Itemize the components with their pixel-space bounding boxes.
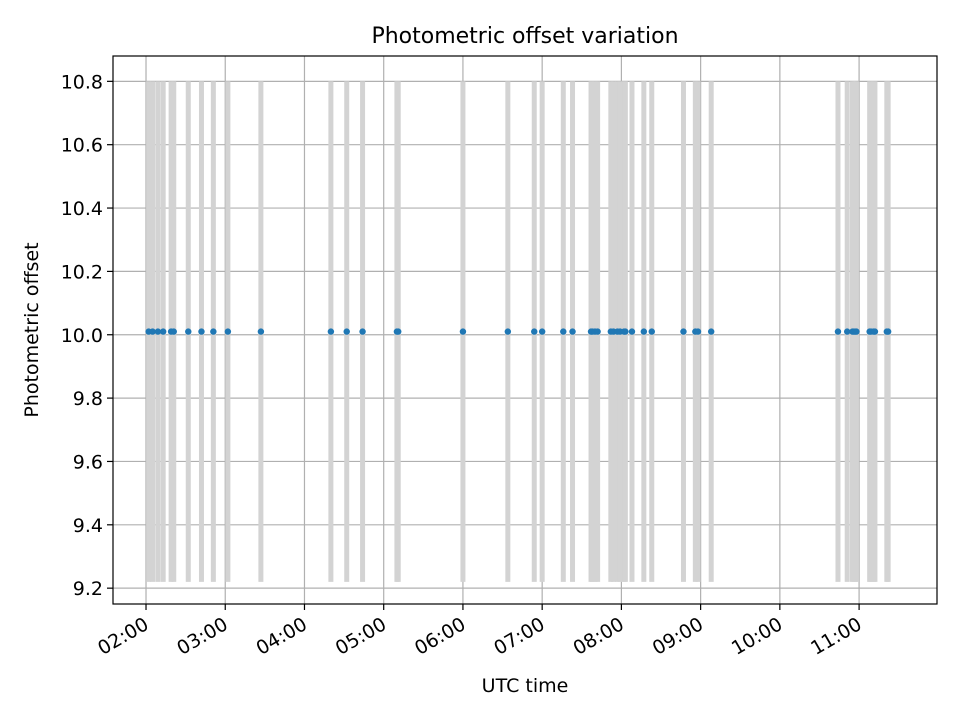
y-tick-label: 10.6: [61, 135, 103, 157]
data-point: [531, 328, 538, 335]
data-point: [640, 328, 648, 335]
data-point: [853, 328, 860, 335]
data-point: [395, 328, 402, 335]
x-tick-label: 06:00: [411, 613, 469, 659]
y-tick-label: 10.2: [61, 261, 103, 283]
data-point: [707, 328, 715, 335]
data-point: [224, 328, 232, 335]
data-point: [459, 328, 467, 335]
data-point: [327, 328, 335, 335]
data-point: [622, 328, 629, 335]
data-point: [680, 328, 687, 335]
x-tick-label: 11:00: [807, 613, 865, 659]
data-point: [884, 328, 892, 335]
y-tick-label: 9.4: [73, 515, 103, 537]
y-tick-label: 9.8: [73, 388, 103, 410]
data-point: [871, 328, 879, 335]
data-point: [170, 328, 177, 335]
data-point: [628, 328, 636, 335]
x-axis-ticks: 02:00 03:00 04:00 05:00 06:00 07:00 08:00 09:00…: [94, 604, 866, 660]
x-tick-label: 03:00: [173, 613, 231, 659]
data-point: [210, 328, 217, 335]
data-point: [257, 328, 265, 335]
y-tick-label: 10.0: [61, 325, 103, 347]
data-point: [343, 328, 350, 335]
data-point: [504, 328, 512, 335]
y-tick-label: 9.6: [73, 451, 103, 473]
x-tick-label: 07:00: [490, 613, 548, 659]
plot-frame: [112, 55, 938, 605]
data-point: [694, 328, 702, 335]
x-tick-label: 08:00: [569, 613, 627, 659]
x-tick-label: 09:00: [649, 613, 707, 659]
data-point: [844, 328, 851, 335]
x-tick-label: 05:00: [332, 613, 390, 659]
x-tick-label: 10:00: [728, 613, 786, 659]
y-tick-label: 10.4: [61, 198, 103, 220]
chart-title: Photometric offset variation: [371, 24, 678, 49]
y-tick-label: 9.2: [73, 578, 103, 600]
data-point: [159, 328, 167, 335]
grid-lines: [113, 56, 937, 604]
y-tick-label: 10.8: [61, 71, 103, 93]
data-point: [185, 328, 192, 335]
data-point: [154, 328, 162, 335]
data-point: [560, 328, 567, 335]
y-axis-label: Photometric offset: [21, 242, 43, 417]
data-point: [149, 328, 156, 335]
data-point: [198, 328, 205, 335]
data-point: [648, 328, 655, 335]
data-point: [538, 328, 546, 335]
data-point: [569, 328, 576, 335]
data-point: [594, 328, 601, 335]
x-tick-label: 02:00: [94, 613, 152, 659]
data-point: [834, 328, 842, 335]
data-points: [145, 328, 892, 335]
y-axis-ticks: 9.2 9.4 9.6 9.8 10.0 10.2 10.4 10.6 10.8: [61, 71, 113, 600]
x-axis-label: UTC time: [482, 675, 569, 697]
x-tick-label: 04:00: [253, 613, 311, 659]
data-point: [359, 328, 366, 335]
